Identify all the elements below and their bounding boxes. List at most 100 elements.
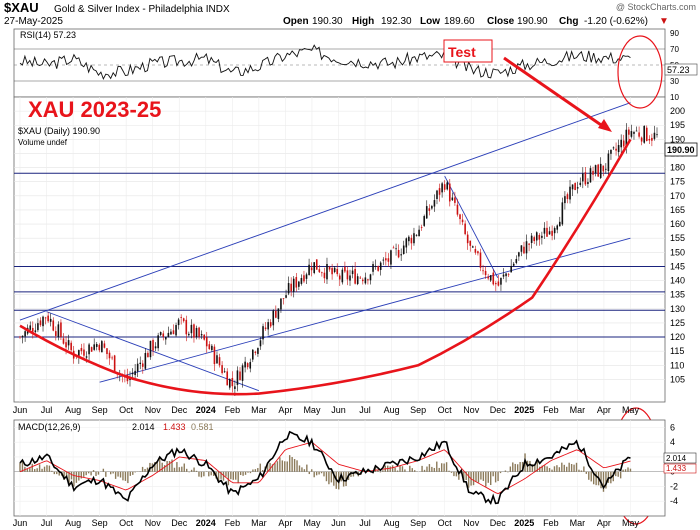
macd-histogram-bar <box>159 458 161 472</box>
macd-histogram-bar <box>585 471 588 474</box>
price-value-box <box>664 142 698 157</box>
candle-body <box>203 334 205 340</box>
macd-histogram-bar <box>110 471 112 475</box>
macd-histogram-bar <box>97 471 100 475</box>
candle-body <box>287 283 290 294</box>
macd-histogram-bar <box>504 470 507 472</box>
macd-x-tick-label: Feb <box>225 518 241 528</box>
macd-histogram-bar <box>188 471 190 473</box>
macd-histogram-bar <box>200 471 203 478</box>
signal-value-axis-label: 1.433 <box>666 464 687 473</box>
candle-body <box>628 129 630 135</box>
candle-body <box>144 353 147 369</box>
macd-histogram-bar <box>453 471 455 477</box>
candle-body <box>159 332 162 335</box>
candle-body <box>21 335 24 338</box>
candle-body <box>469 240 472 246</box>
macd-x-tick-label: Dec <box>171 518 188 528</box>
macd-histogram-bar <box>414 470 416 472</box>
price-x-tick-label: Apr <box>278 405 292 415</box>
price-x-tick-label: Jul <box>41 405 53 415</box>
macd-histogram-bar <box>519 462 521 472</box>
macd-histogram-bar <box>536 461 538 472</box>
macd-histogram-bar <box>122 471 124 481</box>
macd-histogram-bar <box>401 466 404 472</box>
price-tick-label: 145 <box>670 261 685 271</box>
macd-histogram-bar <box>595 471 597 486</box>
candle-body <box>397 249 400 258</box>
candle-body <box>136 363 139 372</box>
price-tick-label: 150 <box>670 247 685 257</box>
candle-body <box>134 370 136 376</box>
price-x-tick-label: Dec <box>490 405 507 415</box>
macd-histogram-bar <box>21 461 24 472</box>
macd-value: 2.014 <box>132 422 155 432</box>
macd-histogram-bar <box>288 455 291 472</box>
candle-body <box>60 322 62 337</box>
macd-histogram-bar <box>492 471 494 477</box>
macd-histogram-bar <box>352 471 355 477</box>
macd-histogram-bar <box>553 466 556 472</box>
macd-histogram-bar <box>396 470 399 472</box>
macd-histogram-bar <box>36 468 38 472</box>
macd-histogram-bar <box>210 471 212 476</box>
macd-histogram-bar <box>592 471 595 485</box>
candle-body <box>605 168 607 170</box>
candle-body <box>313 262 315 273</box>
candle-body <box>479 252 482 268</box>
macd-histogram-bar <box>154 461 156 472</box>
macd-histogram-bar <box>58 471 60 476</box>
macd-x-tick-label: Sep <box>410 518 426 528</box>
macd-histogram-bar <box>455 471 458 477</box>
macd-x-tick-label: Sep <box>92 518 108 528</box>
candle-body <box>318 269 321 273</box>
candle-body <box>507 274 510 276</box>
macd-histogram-bar <box>516 464 519 472</box>
macd-histogram-bar <box>63 471 65 480</box>
macd-histogram-bar <box>448 470 450 472</box>
candle-body <box>251 349 254 360</box>
candle-body <box>564 196 566 204</box>
candle-body <box>558 221 561 227</box>
macd-histogram-bar <box>445 462 448 472</box>
macd-histogram-bar <box>129 471 132 476</box>
macd-histogram-bar <box>389 466 391 472</box>
price-tick-label: 105 <box>670 374 685 384</box>
candle-body <box>408 236 410 242</box>
candle-body <box>561 202 564 225</box>
macd-histogram-bar <box>615 471 617 477</box>
rsi-label: RSI(14) 57.23 <box>20 30 76 40</box>
price-x-tick-label: Oct <box>438 405 453 415</box>
candle-body <box>354 268 356 284</box>
price-tick-label: 120 <box>670 332 685 342</box>
price-tick-label: 200 <box>670 106 685 116</box>
macd-histogram-bar <box>227 471 230 486</box>
candle-body <box>620 139 622 148</box>
macd-histogram-bar <box>480 471 482 480</box>
candle-body <box>226 371 229 386</box>
candle-body <box>344 266 346 272</box>
candle-body <box>610 149 612 154</box>
macd-histogram-bar <box>31 463 33 472</box>
macd-histogram-bar <box>475 471 477 482</box>
candle-body <box>211 345 213 351</box>
macd-x-tick-label: Aug <box>384 518 400 528</box>
candle-body <box>165 337 167 340</box>
candle-body <box>277 308 280 319</box>
macd-histogram-bar <box>619 471 622 479</box>
macd-histogram-bar <box>482 471 485 481</box>
macd-histogram-bar <box>313 471 315 478</box>
macd-histogram-bar <box>141 466 144 472</box>
price-x-tick-label: Nov <box>145 405 162 415</box>
candle-body <box>571 184 574 190</box>
macd-histogram-bar <box>117 471 119 477</box>
candle-body <box>566 194 569 200</box>
price-x-tick-label: Jun <box>331 405 346 415</box>
macd-histogram-bar <box>244 471 247 475</box>
macd-histogram-bar <box>92 470 95 472</box>
macd-histogram-bar <box>426 466 428 472</box>
candle-body <box>443 184 446 190</box>
price-tick-label: 135 <box>670 290 685 300</box>
open-value: 190.30 <box>312 16 343 27</box>
candle-body <box>428 208 431 211</box>
